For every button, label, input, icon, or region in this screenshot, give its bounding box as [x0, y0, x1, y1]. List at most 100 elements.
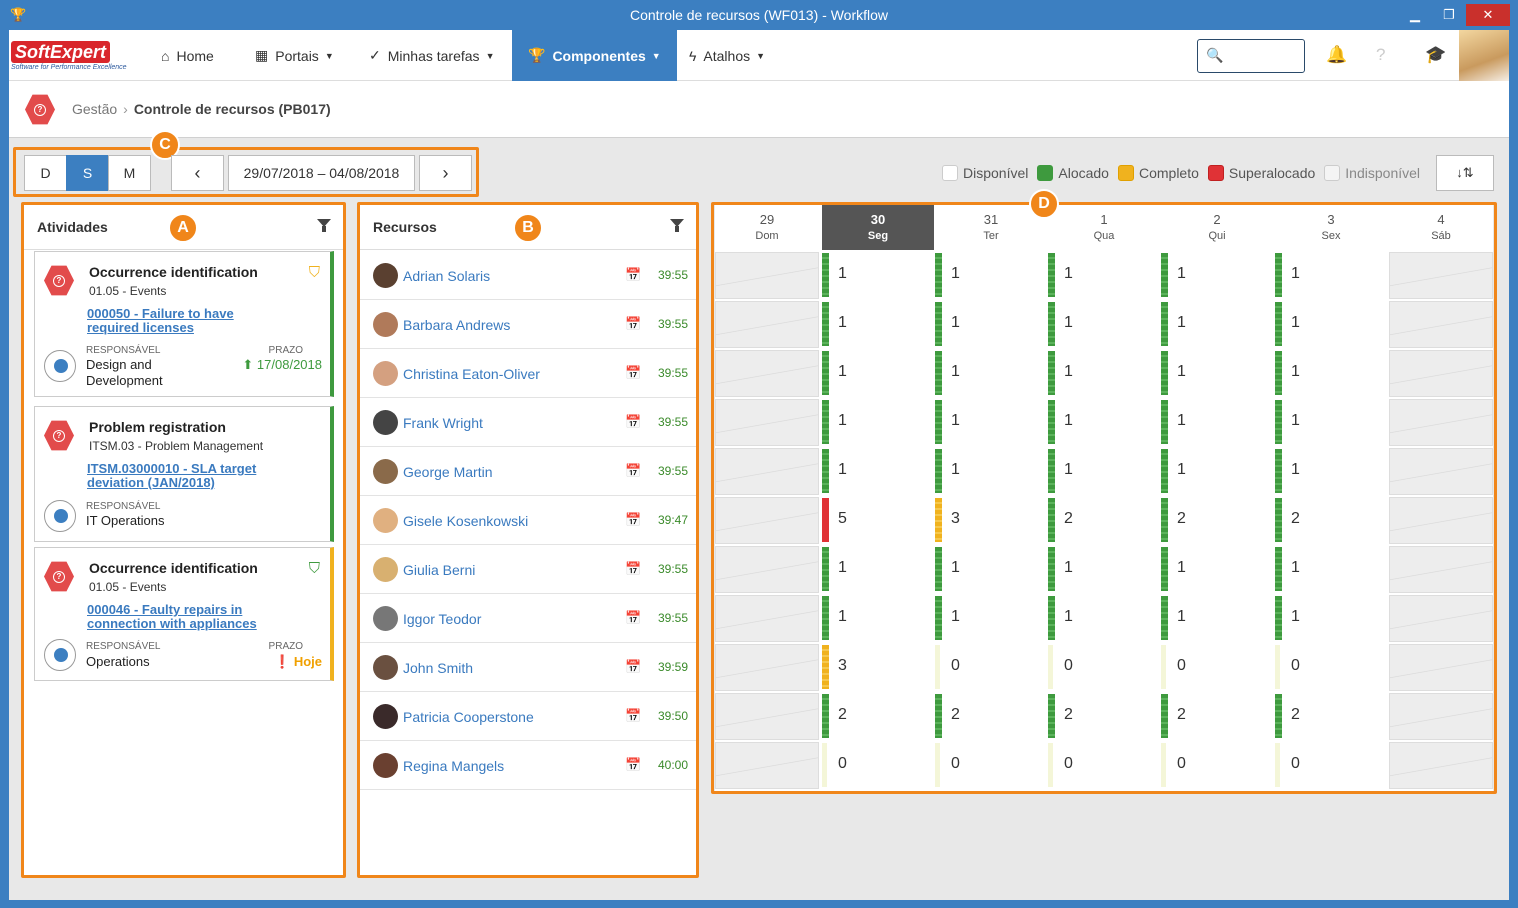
resource-row[interactable]: Barbara Andrews 📅 39:55 — [360, 300, 696, 349]
grid-cell[interactable]: 1 — [1048, 350, 1160, 397]
grid-cell[interactable]: 1 — [1275, 350, 1387, 397]
search-box[interactable]: 🔍 — [1197, 39, 1305, 73]
grid-cell[interactable]: 0 — [1275, 742, 1387, 789]
resource-row[interactable]: Gisele Kosenkowski 📅 39:47 — [360, 496, 696, 545]
grid-cell[interactable]: 1 — [822, 350, 934, 397]
resource-name[interactable]: Adrian Solaris — [403, 268, 491, 284]
grid-cell-unavailable[interactable] — [1389, 399, 1493, 446]
grid-cell[interactable]: 2 — [1048, 693, 1160, 740]
calendar-icon[interactable]: 📅 — [625, 659, 642, 674]
grid-cell-unavailable[interactable] — [715, 742, 819, 789]
activity-card[interactable]: ? Occurrence identification 01.05 - Even… — [34, 547, 334, 681]
grid-cell[interactable]: 1 — [822, 546, 934, 593]
grid-cell[interactable]: 1 — [1275, 546, 1387, 593]
grid-cell[interactable]: 1 — [935, 252, 1047, 299]
user-avatar[interactable] — [1459, 30, 1509, 81]
grid-cell[interactable]: 1 — [935, 546, 1047, 593]
grid-cell[interactable]: 2 — [1161, 497, 1273, 544]
grid-cell[interactable]: 0 — [1048, 644, 1160, 691]
resource-row[interactable]: Patricia Cooperstone 📅 39:50 — [360, 692, 696, 741]
grid-cell-unavailable[interactable] — [1389, 252, 1493, 299]
grid-cell-unavailable[interactable] — [715, 693, 819, 740]
grid-cell[interactable]: 1 — [1048, 448, 1160, 495]
grid-cell-unavailable[interactable] — [1389, 350, 1493, 397]
grid-cell[interactable]: 1 — [1275, 595, 1387, 642]
resource-name[interactable]: Frank Wright — [403, 415, 483, 431]
grid-cell-unavailable[interactable] — [715, 399, 819, 446]
activity-link[interactable]: ITSM.03000010 - SLA target deviation (JAN… — [87, 462, 287, 490]
resource-name[interactable]: Iggor Teodor — [403, 611, 482, 627]
grid-cell[interactable]: 5 — [822, 497, 934, 544]
nav-atalhos[interactable]: ϟ Atalhos ▼ — [689, 30, 765, 81]
resource-name[interactable]: Patricia Cooperstone — [403, 709, 534, 725]
calendar-icon[interactable]: 📅 — [625, 365, 642, 380]
grid-cell[interactable]: 1 — [1161, 350, 1273, 397]
grid-cell[interactable]: 1 — [1048, 595, 1160, 642]
resource-name[interactable]: Gisele Kosenkowski — [403, 513, 529, 529]
grid-cell[interactable]: 2 — [1048, 497, 1160, 544]
resource-row[interactable]: Adrian Solaris 📅 39:55 — [360, 251, 696, 300]
nav-tarefas[interactable]: ✓ Minhas tarefas ▼ — [369, 30, 494, 81]
grid-cell[interactable]: 0 — [1048, 742, 1160, 789]
view-mode-day[interactable]: D — [24, 155, 67, 191]
grid-cell[interactable]: 1 — [1275, 448, 1387, 495]
search-input[interactable] — [1226, 46, 1300, 66]
grid-cell[interactable]: 1 — [822, 252, 934, 299]
grid-cell[interactable]: 0 — [822, 742, 934, 789]
resource-name[interactable]: Regina Mangels — [403, 758, 505, 774]
activity-link[interactable]: 000050 - Failure to have required license… — [87, 307, 287, 335]
calendar-icon[interactable]: 📅 — [625, 512, 642, 527]
resource-name[interactable]: George Martin — [403, 464, 493, 480]
nav-home[interactable]: ⌂ Home — [161, 30, 214, 81]
grid-cell[interactable]: 1 — [1161, 448, 1273, 495]
maximize-icon[interactable]: ❐ — [1443, 7, 1455, 22]
date-range[interactable]: 29/07/2018 – 04/08/2018 — [228, 155, 415, 191]
grid-cell[interactable]: 1 — [1161, 301, 1273, 348]
breadcrumb-parent[interactable]: Gestão — [72, 101, 118, 117]
calendar-icon[interactable]: 📅 — [625, 757, 642, 772]
grid-cell-unavailable[interactable] — [1389, 546, 1493, 593]
grid-cell[interactable]: 1 — [822, 301, 934, 348]
grid-cell-unavailable[interactable] — [1389, 595, 1493, 642]
grid-cell[interactable]: 1 — [822, 595, 934, 642]
activity-card[interactable]: ? Occurrence identification 01.05 - Even… — [34, 251, 334, 397]
calendar-icon[interactable]: 📅 — [625, 708, 642, 723]
filter-icon[interactable] — [317, 219, 331, 233]
grid-cell[interactable]: 1 — [1275, 252, 1387, 299]
grid-cell-unavailable[interactable] — [715, 448, 819, 495]
view-mode-month[interactable]: M — [108, 155, 151, 191]
minimize-icon[interactable]: ▁ — [1410, 7, 1420, 22]
grid-cell[interactable]: 1 — [935, 350, 1047, 397]
grid-cell[interactable]: 2 — [822, 693, 934, 740]
grid-cell[interactable]: 2 — [1275, 693, 1387, 740]
calendar-icon[interactable]: 📅 — [625, 316, 642, 331]
calendar-icon[interactable]: 📅 — [625, 561, 642, 576]
chevron-left-icon[interactable]: ‹ — [171, 155, 224, 191]
grid-cell[interactable]: 0 — [935, 742, 1047, 789]
grid-cell[interactable]: 3 — [822, 644, 934, 691]
resource-row[interactable]: Giulia Berni 📅 39:55 — [360, 545, 696, 594]
grid-cell-unavailable[interactable] — [1389, 497, 1493, 544]
grid-cell[interactable]: 0 — [1161, 742, 1273, 789]
resource-row[interactable]: Iggor Teodor 📅 39:55 — [360, 594, 696, 643]
logo[interactable]: SoftExpert Software for Performance Exce… — [9, 38, 139, 74]
calendar-icon[interactable]: 📅 — [625, 610, 642, 625]
grid-cell[interactable]: 2 — [1275, 497, 1387, 544]
grid-cell[interactable]: 1 — [935, 301, 1047, 348]
grid-cell[interactable]: 1 — [935, 399, 1047, 446]
resource-row[interactable]: John Smith 📅 39:59 — [360, 643, 696, 692]
bell-icon[interactable]: 🔔 — [1326, 45, 1348, 64]
grid-cell[interactable]: 1 — [1161, 252, 1273, 299]
grid-cell[interactable]: 1 — [822, 399, 934, 446]
grid-cell[interactable]: 1 — [1275, 301, 1387, 348]
grid-cell-unavailable[interactable] — [1389, 742, 1493, 789]
resource-row[interactable]: Christina Eaton-Oliver 📅 39:55 — [360, 349, 696, 398]
grid-cell[interactable]: 2 — [1161, 693, 1273, 740]
resource-row[interactable]: George Martin 📅 39:55 — [360, 447, 696, 496]
grid-cell-unavailable[interactable] — [1389, 644, 1493, 691]
grid-cell-unavailable[interactable] — [715, 301, 819, 348]
grid-cell-unavailable[interactable] — [715, 252, 819, 299]
grid-cell-unavailable[interactable] — [715, 546, 819, 593]
grid-cell-unavailable[interactable] — [715, 644, 819, 691]
calendar-icon[interactable]: 📅 — [625, 267, 642, 282]
